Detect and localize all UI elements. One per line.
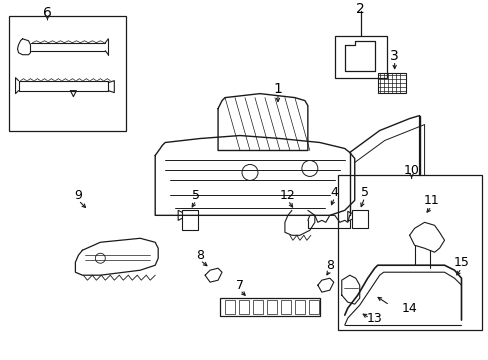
Text: 8: 8 — [325, 259, 333, 272]
Text: 13: 13 — [366, 312, 382, 325]
Bar — [351, 210, 367, 228]
Bar — [266, 300, 276, 314]
Text: 1: 1 — [273, 82, 282, 96]
Text: 8: 8 — [196, 249, 203, 262]
Bar — [182, 210, 198, 230]
Text: 15: 15 — [453, 256, 468, 269]
Bar — [224, 300, 235, 314]
Text: 7: 7 — [236, 279, 244, 292]
Text: 12: 12 — [280, 189, 295, 202]
Text: 9: 9 — [74, 189, 82, 202]
Text: 3: 3 — [389, 49, 398, 63]
Text: 2: 2 — [356, 2, 365, 16]
Bar — [239, 300, 248, 314]
Bar — [8, 16, 126, 131]
Text: 14: 14 — [401, 302, 417, 315]
Text: 11: 11 — [423, 194, 439, 207]
Text: 5: 5 — [360, 186, 368, 199]
Bar — [334, 36, 386, 78]
Bar — [280, 300, 290, 314]
Text: 4: 4 — [330, 186, 338, 199]
Bar — [377, 73, 405, 93]
Text: 6: 6 — [43, 6, 52, 20]
Bar — [308, 300, 318, 314]
Bar — [252, 300, 263, 314]
Bar — [294, 300, 304, 314]
Bar — [337, 175, 482, 330]
Text: 5: 5 — [192, 189, 200, 202]
Bar — [220, 298, 319, 316]
Text: 10: 10 — [403, 164, 419, 177]
